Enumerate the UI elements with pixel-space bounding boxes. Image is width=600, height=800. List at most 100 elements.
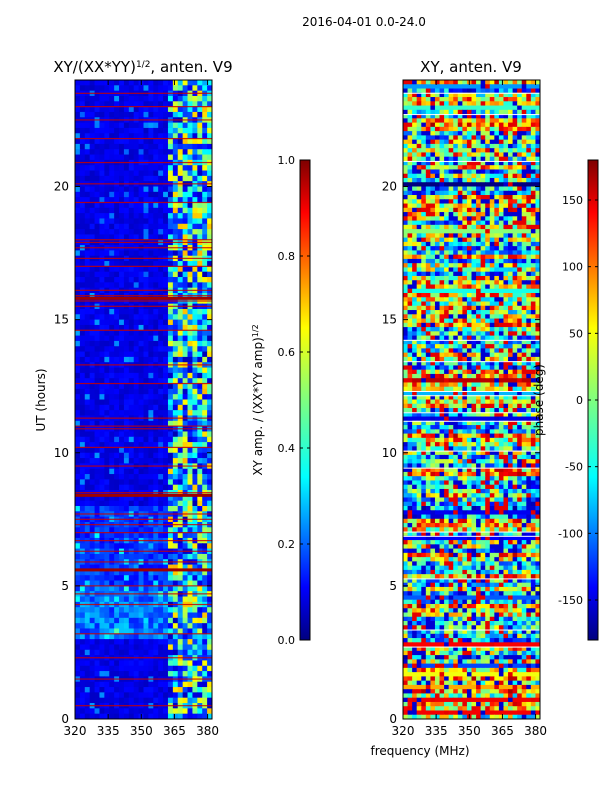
phase-cell bbox=[521, 156, 527, 162]
amplitude-cell bbox=[138, 506, 145, 512]
amplitude-cell bbox=[197, 628, 203, 635]
amplitude-cell bbox=[177, 442, 184, 449]
amplitude-cell bbox=[158, 506, 164, 512]
amplitude-cell bbox=[143, 394, 149, 401]
phase-cell bbox=[494, 177, 500, 183]
amplitude-cell bbox=[172, 628, 179, 635]
amplitude-cell bbox=[84, 484, 91, 491]
amplitude-cell bbox=[153, 633, 159, 640]
phase-cell bbox=[425, 263, 431, 269]
amplitude-cell bbox=[114, 697, 120, 704]
amplitude-cell bbox=[75, 340, 81, 347]
phase-cell bbox=[416, 288, 422, 294]
amplitude-cell bbox=[128, 575, 135, 582]
amplitude-cell bbox=[128, 308, 135, 315]
phase-cell bbox=[434, 190, 441, 196]
amplitude-cell bbox=[148, 261, 154, 267]
amplitude-cell bbox=[123, 111, 130, 118]
amplitude-cell bbox=[148, 399, 154, 406]
phase-cell bbox=[453, 195, 459, 200]
amplitude-cell bbox=[197, 143, 203, 150]
amplitude-cell bbox=[167, 250, 174, 257]
phase-cell bbox=[517, 88, 523, 94]
amplitude-cell bbox=[79, 127, 86, 134]
phase-cell bbox=[521, 254, 527, 260]
flagged-row bbox=[75, 540, 212, 542]
amplitude-cell bbox=[192, 213, 198, 220]
amplitude-cell bbox=[99, 340, 105, 347]
phase-cell bbox=[476, 254, 482, 260]
phase-cell bbox=[521, 220, 527, 226]
amplitude-cell bbox=[197, 138, 203, 145]
phase-cell bbox=[508, 233, 514, 239]
amplitude-cell bbox=[99, 165, 105, 172]
amplitude-cell bbox=[167, 324, 174, 331]
amplitude-cell bbox=[123, 213, 130, 220]
amplitude-cell bbox=[94, 681, 101, 688]
phase-cell bbox=[421, 203, 427, 209]
amplitude-cell bbox=[75, 372, 81, 379]
amplitude-cell bbox=[187, 271, 194, 278]
amplitude-cell bbox=[167, 170, 174, 177]
amplitude-cell bbox=[182, 474, 189, 480]
phase-cell bbox=[444, 224, 450, 230]
amplitude-cell bbox=[104, 410, 110, 417]
amplitude-cell bbox=[123, 229, 130, 236]
amplitude-cell bbox=[99, 474, 105, 480]
phase-cell bbox=[416, 165, 422, 171]
amplitude-cell bbox=[104, 442, 110, 449]
phase-cell bbox=[416, 250, 422, 256]
amplitude-cell bbox=[89, 596, 96, 603]
phase-cell bbox=[444, 105, 450, 111]
phase-cell bbox=[412, 80, 418, 85]
phase-cell bbox=[403, 101, 409, 107]
phase-cell bbox=[407, 88, 413, 94]
amplitude-cell bbox=[153, 500, 159, 507]
phase-cell bbox=[512, 293, 518, 298]
amplitude-cell bbox=[89, 692, 96, 699]
amplitude-cell bbox=[89, 633, 96, 640]
amplitude-cell bbox=[119, 229, 125, 236]
phase-cell bbox=[421, 182, 427, 188]
amplitude-cell bbox=[75, 607, 81, 614]
flagged-row bbox=[75, 428, 212, 430]
amplitude-cell bbox=[197, 612, 203, 619]
phase-cell bbox=[503, 288, 509, 294]
amplitude-cell bbox=[138, 388, 145, 395]
amplitude-cell bbox=[182, 388, 189, 395]
amplitude-cell bbox=[182, 623, 189, 630]
phase-cell bbox=[512, 258, 518, 264]
amplitude-cell bbox=[84, 314, 91, 321]
amplitude-cell bbox=[153, 649, 159, 656]
phase-cell bbox=[403, 229, 409, 234]
phase-cell bbox=[412, 220, 418, 226]
amplitude-cell bbox=[202, 388, 208, 395]
phase-cell bbox=[466, 212, 473, 217]
amplitude-cell bbox=[202, 138, 208, 145]
amplitude-cell bbox=[187, 623, 194, 630]
phase-cell bbox=[457, 190, 463, 196]
amplitude-cell bbox=[182, 394, 189, 401]
phase-cell bbox=[453, 105, 459, 111]
amplitude-cell bbox=[192, 271, 198, 278]
amplitude-cell bbox=[89, 175, 96, 182]
amplitude-cell bbox=[99, 671, 105, 677]
phase-cell bbox=[466, 263, 473, 269]
amplitude-cell bbox=[119, 708, 125, 715]
phase-cell bbox=[425, 254, 431, 260]
amplitude-cell bbox=[148, 697, 154, 704]
phase-cell bbox=[421, 97, 427, 102]
phase-cell bbox=[416, 271, 422, 277]
amplitude-cell bbox=[99, 388, 105, 395]
phase-cell bbox=[498, 186, 505, 192]
amplitude-cell bbox=[177, 452, 184, 459]
amplitude-cell bbox=[187, 85, 194, 92]
phase-cell bbox=[471, 199, 477, 205]
phase-cell bbox=[494, 199, 500, 205]
phase-cell bbox=[453, 118, 459, 124]
amplitude-cell bbox=[177, 127, 184, 134]
amplitude-cell bbox=[143, 277, 149, 283]
phase-cell bbox=[489, 275, 495, 281]
amplitude-cell bbox=[207, 458, 212, 464]
amplitude-cell bbox=[109, 186, 115, 193]
